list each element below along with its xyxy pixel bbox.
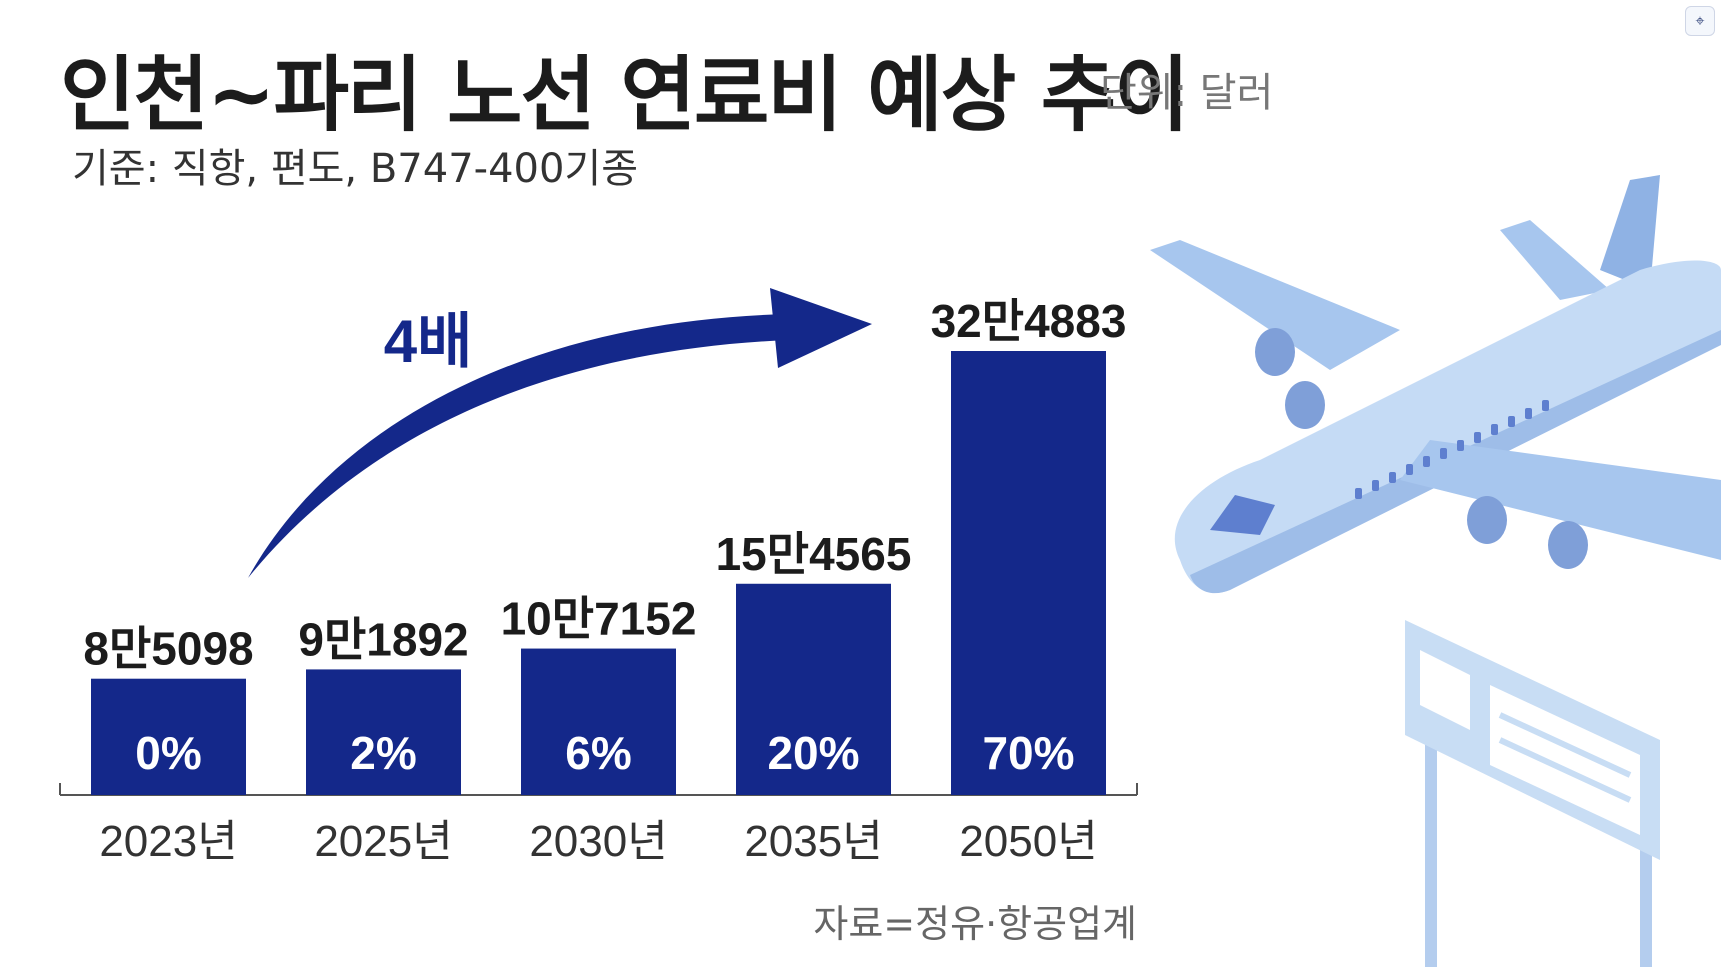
x-tick-label-1: 2025년 [314, 817, 452, 866]
x-tick-label-2: 2030년 [529, 817, 667, 866]
percent-label-1: 2% [350, 727, 416, 779]
value-label-1: 9만1892 [298, 613, 468, 665]
airplane-icon [1150, 175, 1721, 594]
percent-label-4: 70% [982, 727, 1074, 779]
x-tick-label-3: 2035년 [744, 817, 882, 866]
value-label-2: 10만7152 [501, 593, 697, 645]
x-tick-label-4: 2050년 [959, 817, 1097, 866]
bar-3 [736, 583, 891, 795]
source-note: 자료=정유·항공업계 [813, 902, 1137, 946]
growth-arrow [248, 288, 872, 578]
value-label-0: 8만5098 [83, 623, 253, 675]
percent-label-0: 0% [135, 727, 201, 779]
bar-0 [91, 678, 246, 795]
chart-title: 인천~파리 노선 연료비 예상 추이 [60, 48, 1190, 143]
scan-icon[interactable]: ⌖ [1685, 6, 1715, 36]
x-tick-label-0: 2023년 [99, 817, 237, 866]
percent-label-3: 20% [767, 727, 859, 779]
bar-1 [306, 669, 461, 795]
bar-2 [521, 648, 676, 795]
value-label-4: 32만4883 [931, 295, 1127, 347]
value-label-3: 15만4565 [716, 528, 912, 580]
bars-group: 8만5098 0% 2023년 9만1892 2% 2025년 10만7152 6% 2030년… [83, 295, 1126, 866]
bar-4 [951, 351, 1106, 795]
unit-label: 단위: 달러 [1100, 70, 1274, 116]
arrow-label: 4배 [384, 308, 473, 375]
chart-subtitle: 기준: 직항, 편도, B747-400기종 [72, 146, 639, 192]
percent-label-2: 6% [565, 727, 631, 779]
sign-board-icon [1405, 620, 1660, 967]
